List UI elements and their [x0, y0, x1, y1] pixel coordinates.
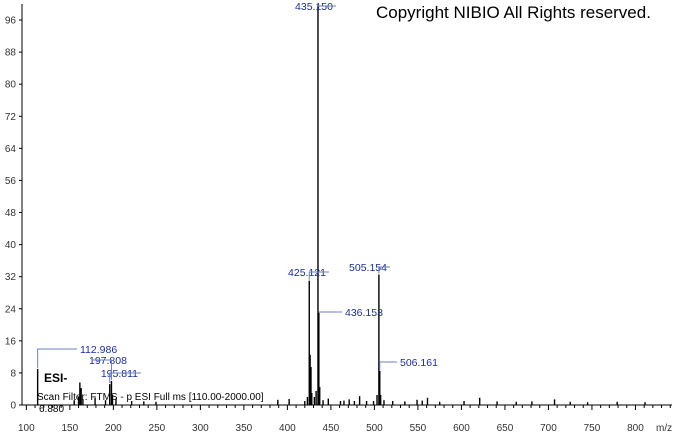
x-axis-unit: m/z [656, 423, 672, 434]
x-tick-label: 700 [540, 423, 557, 434]
y-tick-label: 48 [5, 208, 17, 219]
x-tick-label: 450 [323, 423, 340, 434]
y-tick-label: 8 [10, 368, 16, 379]
peak-label-leader [378, 266, 390, 274]
y-tick-label: 16 [5, 336, 17, 347]
ionization-label: ESI- [44, 371, 67, 385]
y-tick-label: 32 [5, 272, 17, 283]
x-tick-label: 250 [149, 423, 166, 434]
y-tick-label: 96 [5, 16, 17, 27]
x-tick-label: 750 [584, 423, 601, 434]
peak-label: 112.986 [80, 344, 117, 356]
peak-label-leader [308, 271, 329, 280]
x-tick-label: 800 [627, 423, 644, 434]
y-tick-label: 88 [5, 48, 17, 59]
peak-label-leader [317, 3, 336, 7]
copyright-notice: Copyright NIBIO All Rights reserved. [376, 3, 651, 22]
axes: 0 8 16 24 32 40 48 56 64 72 80 88 96 100 150 200 250 300 3… [5, 4, 672, 434]
peak-label: 195.811 [101, 368, 138, 380]
y-tick-label: 56 [5, 176, 17, 187]
peak-label-leader [92, 359, 112, 380]
peak-label-leader [109, 372, 141, 384]
y-tick-label: 64 [5, 144, 17, 155]
x-tick-label: 550 [410, 423, 427, 434]
scan-filter-text: Scan Filter: FTMS - p ESI Full ms [110.0… [37, 392, 264, 403]
y-tick-label: 40 [5, 240, 17, 251]
x-tick-label: 500 [366, 423, 383, 434]
x-tick-label: 200 [105, 423, 122, 434]
peak-label: 425.121 [288, 267, 326, 279]
x-tick-label: 100 [18, 423, 35, 434]
peaks-layer [36, 4, 646, 405]
peak-label: 197.808 [89, 355, 127, 367]
peak-label: 436.153 [345, 307, 383, 319]
x-tick-label: 400 [279, 423, 296, 434]
y-tick-label: 80 [5, 80, 17, 91]
y-tick-label: 72 [5, 112, 17, 123]
x-tick-label: 350 [236, 423, 253, 434]
x-tick-label: 300 [192, 423, 209, 434]
peak-label: 505.154 [349, 262, 387, 274]
x-tick-label: 650 [497, 423, 514, 434]
peak-label: 506.161 [400, 357, 438, 369]
y-tick-label: 0 [10, 401, 16, 412]
peak-label-leader [37, 348, 77, 368]
x-tick-label: 600 [453, 423, 470, 434]
y-tick-label: 24 [5, 304, 17, 315]
x-tick-label: 150 [62, 423, 79, 434]
peak-label: 435.150 [295, 1, 333, 13]
peak-label-leader [379, 361, 397, 370]
intensity-value: 6.880 [39, 404, 64, 415]
